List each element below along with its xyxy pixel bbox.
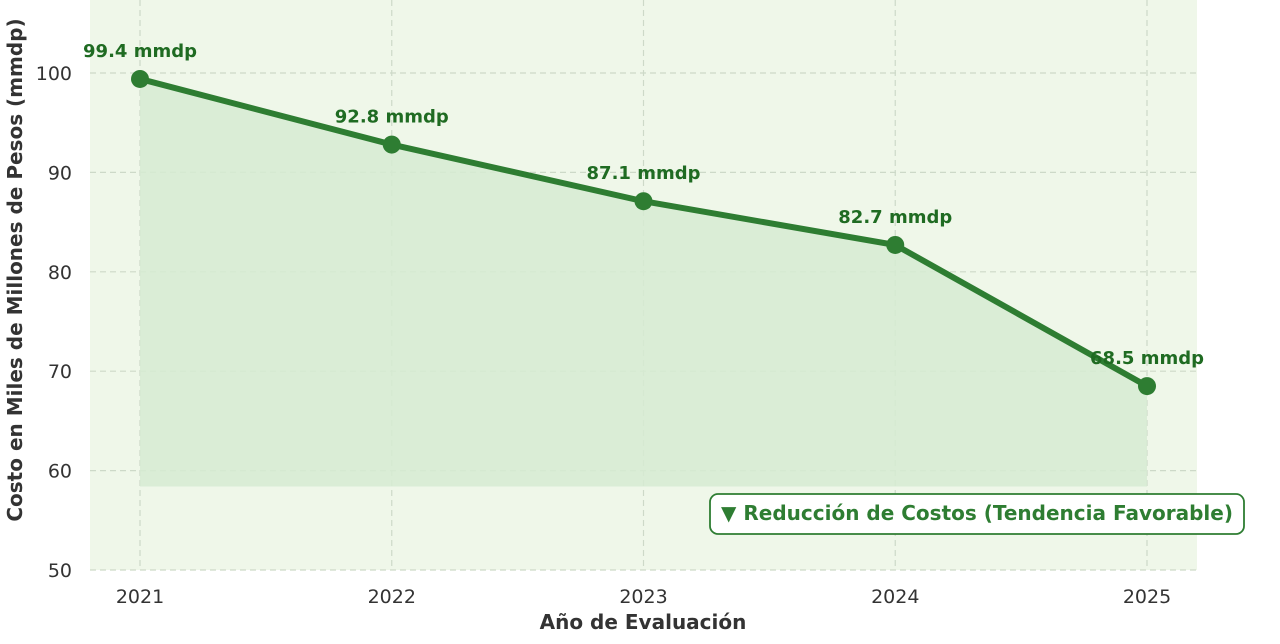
x-tick-label-2021: 2021: [116, 586, 164, 608]
y-tick-label-90: 90: [48, 162, 72, 184]
data-points: [131, 69, 1156, 396]
data-labels: 99.4 mmdp 92.8 mmdp 87.1 mmdp 82.7 mmdp 68.5…: [83, 41, 1204, 369]
x-tick-label-2022: 2022: [368, 586, 416, 608]
trend-annotation-text: ▼ Reducción de Costos (Tendencia Favorab…: [721, 501, 1233, 525]
x-tick-label-2025: 2025: [1123, 586, 1171, 608]
data-label-2021: 99.4 mmdp: [83, 41, 197, 62]
data-point-2021: [131, 69, 149, 88]
trend-annotation: ▼ Reducción de Costos (Tendencia Favorab…: [709, 493, 1245, 535]
data-point-2024: [886, 235, 905, 254]
data-label-2023: 87.1 mmdp: [587, 163, 701, 184]
data-point-2022: [382, 135, 401, 154]
y-tick-label-60: 60: [48, 461, 72, 483]
x-axis-title: Año de Evaluación: [540, 610, 747, 634]
trend-annotation-box: [709, 493, 1245, 535]
x-tick-label-2023: 2023: [619, 586, 667, 608]
data-label-2024: 82.7 mmdp: [838, 207, 952, 228]
y-axis-title: Costo en Miles de Millones de Pesos (mmd…: [3, 18, 27, 521]
y-tick-label-100: 100: [36, 63, 72, 85]
x-axis-ticks: 2021 2022 2023 2024 2025: [116, 586, 1171, 608]
y-axis-ticks: 50 60 70 80 90 100: [36, 63, 72, 582]
x-tick-label-2024: 2024: [871, 586, 919, 608]
y-tick-label-70: 70: [48, 361, 72, 383]
area-fill: [140, 78, 1147, 487]
data-label-2022: 92.8 mmdp: [335, 107, 449, 128]
y-tick-label-50: 50: [48, 560, 72, 582]
data-point-2025: [1138, 377, 1156, 396]
data-point-2023: [634, 192, 653, 211]
y-tick-label-80: 80: [48, 262, 72, 284]
data-label-2025: 68.5 mmdp: [1090, 348, 1204, 369]
